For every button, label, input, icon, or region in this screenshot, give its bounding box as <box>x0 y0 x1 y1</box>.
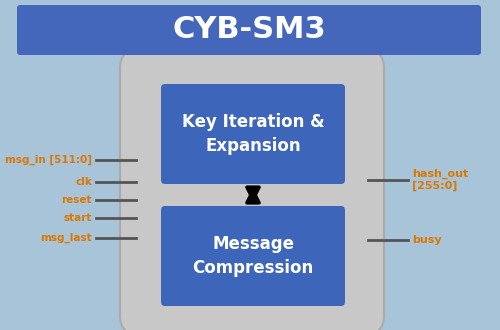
FancyBboxPatch shape <box>17 5 481 55</box>
FancyBboxPatch shape <box>161 206 345 306</box>
Text: Key Iteration &
Expansion: Key Iteration & Expansion <box>182 113 324 155</box>
FancyBboxPatch shape <box>120 50 384 330</box>
Text: CYB-SM3: CYB-SM3 <box>172 16 326 45</box>
Text: reset: reset <box>62 195 92 205</box>
Text: msg_last: msg_last <box>40 233 92 243</box>
Text: clk: clk <box>75 177 92 187</box>
Text: Message
Compression: Message Compression <box>192 235 314 277</box>
Text: hash_out
[255:0]: hash_out [255:0] <box>412 169 468 191</box>
FancyBboxPatch shape <box>161 84 345 184</box>
Text: msg_in [511:0]: msg_in [511:0] <box>5 155 92 165</box>
Text: busy: busy <box>412 235 442 245</box>
Text: start: start <box>64 213 92 223</box>
